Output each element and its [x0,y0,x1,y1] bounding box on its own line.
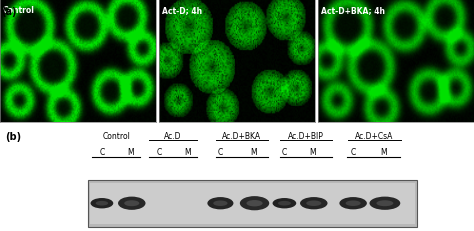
Text: (a): (a) [1,7,17,17]
Ellipse shape [339,197,367,210]
Text: Ac.D+CsA: Ac.D+CsA [356,132,393,141]
Text: (b): (b) [5,132,21,142]
FancyBboxPatch shape [90,183,415,224]
Text: M: M [127,147,134,156]
Ellipse shape [91,198,113,209]
Text: M: M [381,147,387,156]
Ellipse shape [376,200,393,206]
Text: Control: Control [102,132,130,141]
Text: Control: Control [3,6,35,15]
Ellipse shape [240,196,269,210]
Text: M: M [250,147,257,156]
Ellipse shape [208,197,233,210]
Ellipse shape [306,201,321,206]
Text: M: M [184,147,191,156]
Text: C: C [282,147,287,156]
Text: C: C [218,147,223,156]
Text: Act-D; 4h: Act-D; 4h [162,6,202,15]
Ellipse shape [278,201,291,206]
Ellipse shape [300,197,328,210]
Text: Act-D+BKA; 4h: Act-D+BKA; 4h [321,6,385,15]
Ellipse shape [346,201,361,206]
Text: C: C [99,147,105,156]
Text: Ac.D+BIP: Ac.D+BIP [288,132,324,141]
Text: Ac.D: Ac.D [164,132,182,141]
Text: Ac.D+BKA: Ac.D+BKA [222,132,261,141]
Text: C: C [350,147,356,156]
Ellipse shape [246,200,263,207]
Ellipse shape [370,197,400,210]
Ellipse shape [118,197,146,210]
FancyBboxPatch shape [88,180,417,227]
Text: M: M [310,147,316,156]
Ellipse shape [213,201,228,206]
Ellipse shape [124,200,139,206]
Ellipse shape [96,201,108,206]
Text: C: C [156,147,162,156]
Ellipse shape [273,198,296,209]
